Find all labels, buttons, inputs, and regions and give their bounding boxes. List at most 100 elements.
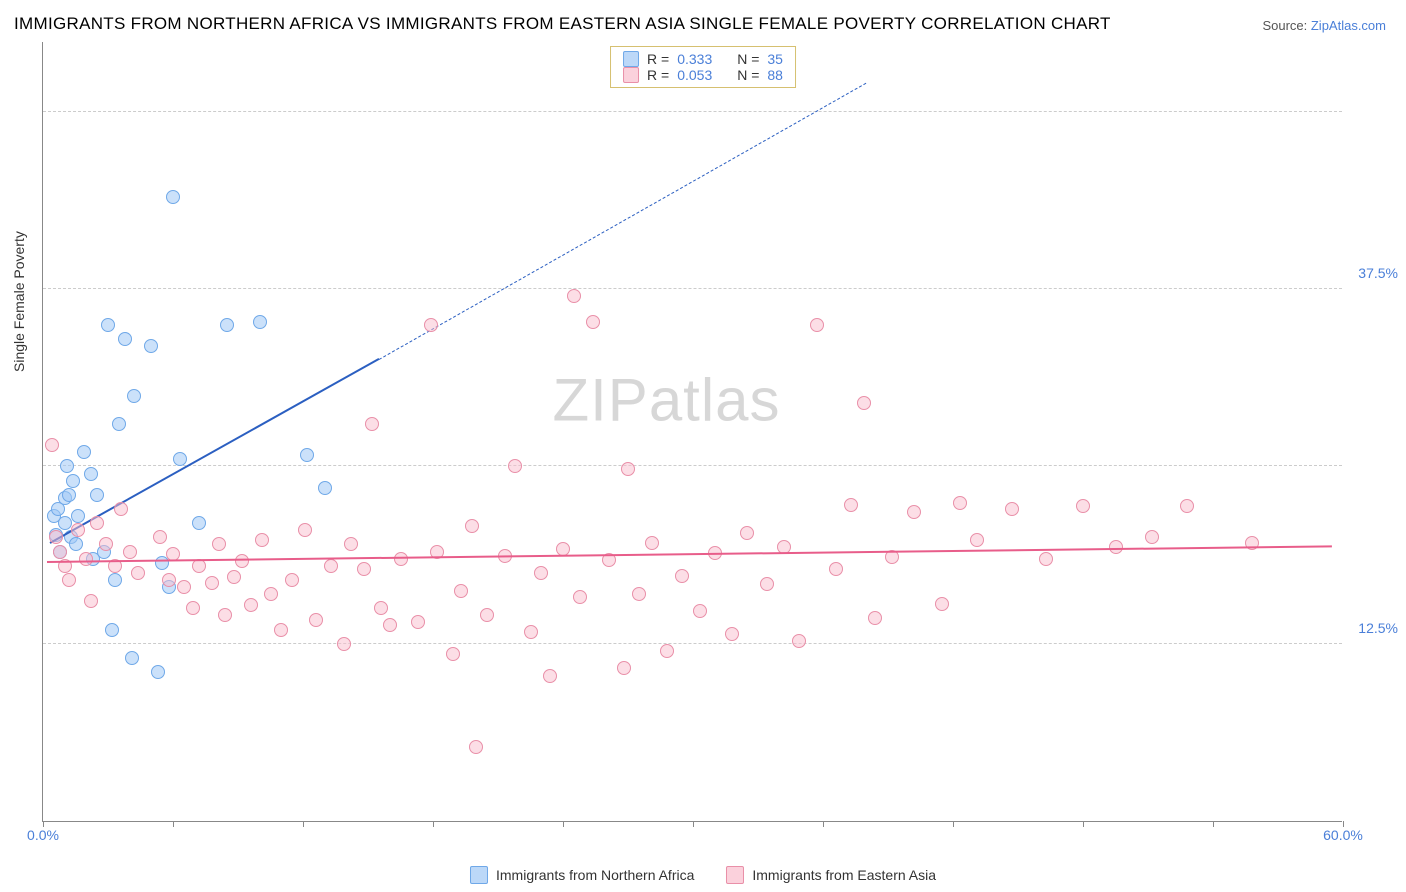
data-point-eastern_asia [1145, 530, 1159, 544]
data-point-eastern_asia [298, 523, 312, 537]
legend-row-eastern_asia: R =0.053N =88 [623, 67, 783, 83]
data-point-eastern_asia [469, 740, 483, 754]
y-axis-title: Single Female Poverty [11, 231, 27, 372]
data-point-eastern_asia [1039, 552, 1053, 566]
y-tick-label: 37.5% [1358, 265, 1398, 281]
data-point-eastern_asia [227, 570, 241, 584]
data-point-eastern_asia [534, 566, 548, 580]
data-point-northern_africa [101, 318, 115, 332]
data-point-eastern_asia [660, 644, 674, 658]
data-point-northern_africa [318, 481, 332, 495]
data-point-northern_africa [62, 488, 76, 502]
r-label: R = [647, 51, 669, 67]
data-point-eastern_asia [49, 530, 63, 544]
legend-row-northern_africa: R = 0.333 N = 35 [623, 51, 783, 67]
data-point-northern_africa [253, 315, 267, 329]
data-point-northern_africa [69, 537, 83, 551]
data-point-eastern_asia [621, 462, 635, 476]
data-point-eastern_asia [617, 661, 631, 675]
data-point-eastern_asia [365, 417, 379, 431]
data-point-eastern_asia [383, 618, 397, 632]
data-point-eastern_asia [131, 566, 145, 580]
x-tick [303, 821, 304, 827]
x-tick [433, 821, 434, 827]
data-point-northern_africa [84, 467, 98, 481]
data-point-eastern_asia [740, 526, 754, 540]
data-point-northern_africa [77, 445, 91, 459]
legend-label: Immigrants from Northern Africa [496, 867, 694, 883]
data-point-eastern_asia [632, 587, 646, 601]
data-point-eastern_asia [84, 594, 98, 608]
data-point-eastern_asia [543, 669, 557, 683]
data-point-eastern_asia [857, 396, 871, 410]
data-point-eastern_asia [285, 573, 299, 587]
data-point-northern_africa [112, 417, 126, 431]
data-point-eastern_asia [524, 625, 538, 639]
data-point-eastern_asia [264, 587, 278, 601]
n-label: N = [737, 67, 759, 83]
data-point-eastern_asia [123, 545, 137, 559]
data-point-eastern_asia [255, 533, 269, 547]
data-point-eastern_asia [645, 536, 659, 550]
data-point-eastern_asia [567, 289, 581, 303]
data-point-northern_africa [90, 488, 104, 502]
data-point-eastern_asia [1076, 499, 1090, 513]
data-point-eastern_asia [411, 615, 425, 629]
data-point-northern_africa [192, 516, 206, 530]
data-point-eastern_asia [177, 580, 191, 594]
data-point-eastern_asia [162, 573, 176, 587]
data-point-eastern_asia [79, 552, 93, 566]
data-point-eastern_asia [556, 542, 570, 556]
data-point-eastern_asia [454, 584, 468, 598]
data-point-northern_africa [60, 459, 74, 473]
n-label: N = [737, 51, 759, 67]
data-point-eastern_asia [675, 569, 689, 583]
x-tick [1083, 821, 1084, 827]
data-point-eastern_asia [424, 318, 438, 332]
data-point-northern_africa [300, 448, 314, 462]
x-tick-label: 60.0% [1323, 827, 1363, 843]
data-point-eastern_asia [465, 519, 479, 533]
data-point-eastern_asia [218, 608, 232, 622]
scatter-plot: ZIPatlas Single Female Poverty 12.5%37.5… [42, 42, 1342, 822]
data-point-eastern_asia [508, 459, 522, 473]
r-value: 0.333 [677, 51, 729, 67]
data-point-eastern_asia [907, 505, 921, 519]
data-point-eastern_asia [205, 576, 219, 590]
data-point-northern_africa [118, 332, 132, 346]
data-point-northern_africa [71, 509, 85, 523]
source-prefix: Source: [1262, 18, 1310, 33]
watermark: ZIPatlas [552, 366, 780, 435]
data-point-eastern_asia [829, 562, 843, 576]
data-point-eastern_asia [868, 611, 882, 625]
data-point-northern_africa [220, 318, 234, 332]
chart-title: IMMIGRANTS FROM NORTHERN AFRICA VS IMMIG… [14, 14, 1111, 34]
data-point-northern_africa [173, 452, 187, 466]
data-point-northern_africa [127, 389, 141, 403]
data-point-eastern_asia [212, 537, 226, 551]
data-point-eastern_asia [186, 601, 200, 615]
data-point-eastern_asia [480, 608, 494, 622]
legend-swatch [623, 67, 639, 83]
n-value: 35 [767, 51, 783, 67]
gridline [43, 111, 1342, 112]
data-point-eastern_asia [344, 537, 358, 551]
data-point-eastern_asia [1005, 502, 1019, 516]
series-legend: Immigrants from Northern AfricaImmigrant… [470, 866, 936, 884]
data-point-eastern_asia [153, 530, 167, 544]
data-point-eastern_asia [586, 315, 600, 329]
data-point-eastern_asia [953, 496, 967, 510]
x-tick [823, 821, 824, 827]
data-point-eastern_asia [970, 533, 984, 547]
x-tick-label: 0.0% [27, 827, 59, 843]
source-link[interactable]: ZipAtlas.com [1311, 18, 1386, 33]
x-tick [563, 821, 564, 827]
data-point-eastern_asia [324, 559, 338, 573]
data-point-northern_africa [125, 651, 139, 665]
legend-item-northern_africa: Immigrants from Northern Africa [470, 866, 694, 884]
data-point-eastern_asia [71, 523, 85, 537]
data-point-eastern_asia [45, 438, 59, 452]
x-tick [953, 821, 954, 827]
data-point-eastern_asia [62, 573, 76, 587]
data-point-eastern_asia [810, 318, 824, 332]
